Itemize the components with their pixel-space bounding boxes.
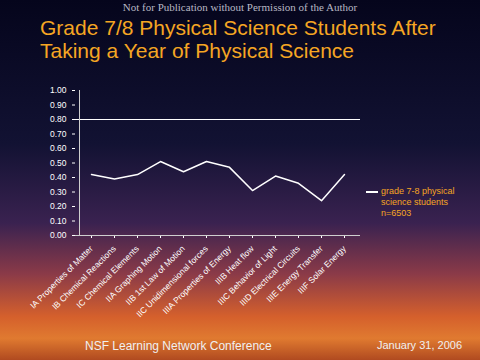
html-text:grade 7-8 physical science stu: grade 7-8 physical science students n=65…: [381, 186, 455, 218]
html-text:NSF Learning Network Conferenc: NSF Learning Network Conference: [85, 339, 272, 353]
svg-text:IIIE Energy Transfer: IIIE Energy Transfer: [264, 243, 325, 305]
svg-text:1.00: 1.00: [50, 85, 67, 95]
svg-text:0.80: 0.80: [50, 114, 67, 124]
svg-text:IIIF Solar Energy: IIIF Solar Energy: [296, 243, 349, 296]
svg-text:IIB 1st Law of Motion: IIB 1st Law of Motion: [123, 243, 187, 307]
svg-text:IB Chemical Reactions: IB Chemical Reactions: [50, 243, 118, 312]
svg-text:0.40: 0.40: [50, 172, 67, 182]
html-text:Not for Publication without Pe: Not for Publication without Permission o…: [122, 1, 358, 13]
svg-text:IA Properties of Matter: IA Properties of Matter: [28, 243, 95, 311]
svg-text:0.70: 0.70: [50, 129, 67, 139]
svg-text:IIC Unidimensional forces: IIC Unidimensional forces: [134, 243, 210, 320]
svg-text:IC Chemical Elements: IC Chemical Elements: [74, 243, 141, 311]
svg-text:0.00: 0.00: [50, 230, 67, 240]
svg-text:0.20: 0.20: [50, 201, 67, 211]
svg-text:IIID Electrical Circuits: IIID Electrical Circuits: [237, 243, 302, 308]
svg-text:IIIA Properties of Energy: IIIA Properties of Energy: [160, 243, 233, 316]
svg-text:0.30: 0.30: [50, 187, 67, 197]
svg-text:IIIC Behavior of Light: IIIC Behavior of Light: [215, 243, 279, 307]
html-text:Grade 7/8 Physical Science Stu: Grade 7/8 Physical Science Students Afte…: [40, 16, 436, 62]
svg-text:0.60: 0.60: [50, 143, 67, 153]
svg-text:0.90: 0.90: [50, 100, 67, 110]
svg-text:IIIB Heat flow: IIIB Heat flow: [213, 243, 256, 287]
html-text:January 31, 2006: January 31, 2006: [377, 339, 462, 351]
svg-text:0.50: 0.50: [50, 158, 67, 168]
svg-text:0.10: 0.10: [50, 216, 67, 226]
svg-text:IIA Graphing Motion: IIA Graphing Motion: [103, 243, 164, 304]
